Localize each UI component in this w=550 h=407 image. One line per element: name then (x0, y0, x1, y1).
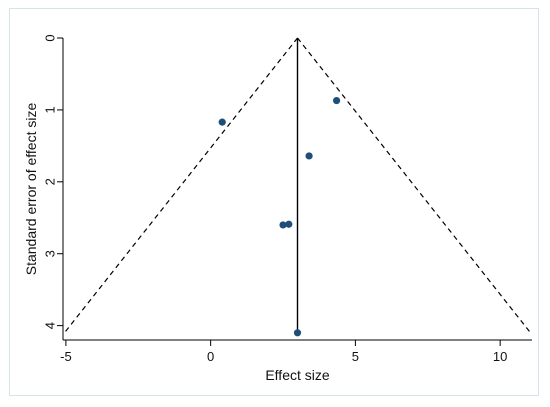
data-point (293, 329, 302, 337)
y-ticks: 0 1 2 3 4 (43, 34, 63, 329)
y-tick-label: 4 (43, 322, 58, 329)
x-tick-label: 5 (352, 349, 359, 364)
x-tick-label: -5 (60, 349, 72, 364)
funnel-left-line (63, 37, 298, 334)
y-axis-title: Standard error of effect size (23, 103, 39, 276)
data-point (332, 96, 341, 105)
x-ticks: -5 0 5 10 (60, 340, 507, 364)
x-tick-label: 10 (493, 349, 507, 364)
chart-frame (9, 8, 539, 396)
y-tick-label: 3 (43, 250, 58, 257)
funnel-lines (63, 37, 532, 334)
x-tick-label: 0 (207, 349, 214, 364)
data-point (305, 152, 313, 160)
x-axis-title: Effect size (265, 367, 330, 383)
y-tick-label: 2 (43, 178, 58, 185)
y-tick-label: 1 (43, 106, 58, 113)
axes (62, 38, 532, 341)
data-point (279, 221, 287, 229)
data-points (218, 96, 341, 337)
data-point (285, 220, 293, 228)
y-tick-label: 0 (43, 34, 58, 41)
funnel-right-line (297, 37, 532, 334)
data-point (218, 118, 226, 126)
